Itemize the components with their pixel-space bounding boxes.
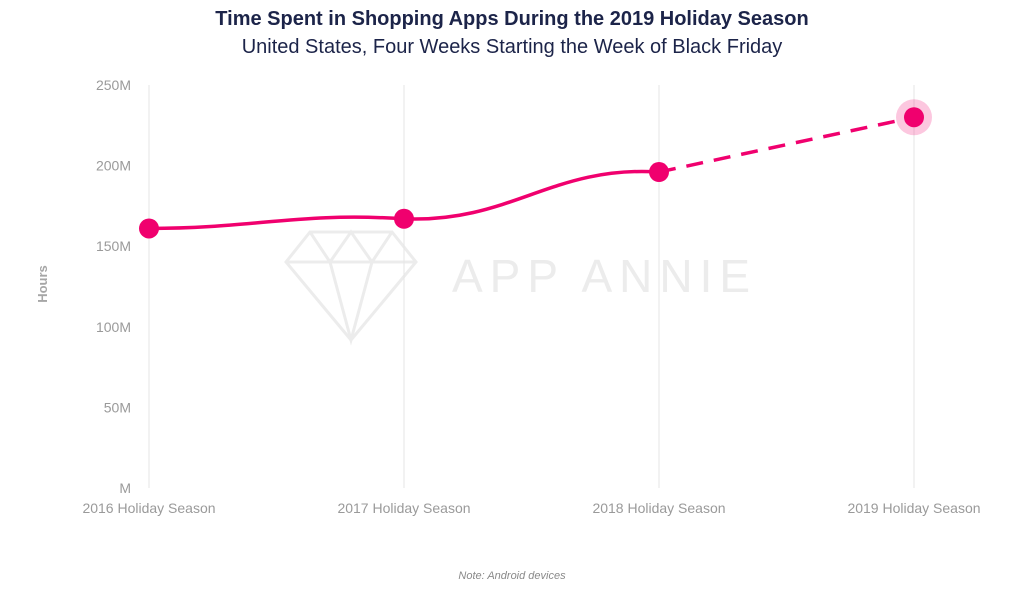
series-line-projected — [658, 115, 915, 174]
y-tick-label: M — [119, 480, 131, 496]
data-point — [139, 218, 159, 239]
x-tick-label: 2016 Holiday Season — [82, 500, 215, 516]
x-tick-label: 2018 Holiday Season — [592, 500, 725, 516]
y-tick-label: 250M — [96, 77, 131, 93]
y-tick-label: 50M — [104, 399, 131, 415]
app-annie-watermark: APP ANNIE — [284, 229, 757, 346]
watermark-text: APP ANNIE — [452, 250, 757, 302]
footnote: Note: Android devices — [458, 570, 566, 582]
y-tick-label: 200M — [96, 158, 131, 174]
chart-subtitle: United States, Four Weeks Starting the W… — [241, 36, 783, 58]
y-tick-label: 100M — [96, 319, 131, 335]
x-tick-label: 2019 Holiday Season — [847, 500, 980, 516]
diamond-logo-icon — [284, 229, 418, 346]
data-point — [394, 208, 414, 229]
y-tick-label: 150M — [96, 238, 131, 254]
chart-title: Time Spent in Shopping Apps During the 2… — [215, 8, 809, 30]
y-axis-label: Hours — [35, 265, 50, 303]
data-point — [649, 162, 669, 183]
x-tick-label: 2017 Holiday Season — [337, 500, 470, 516]
data-point — [904, 107, 924, 128]
